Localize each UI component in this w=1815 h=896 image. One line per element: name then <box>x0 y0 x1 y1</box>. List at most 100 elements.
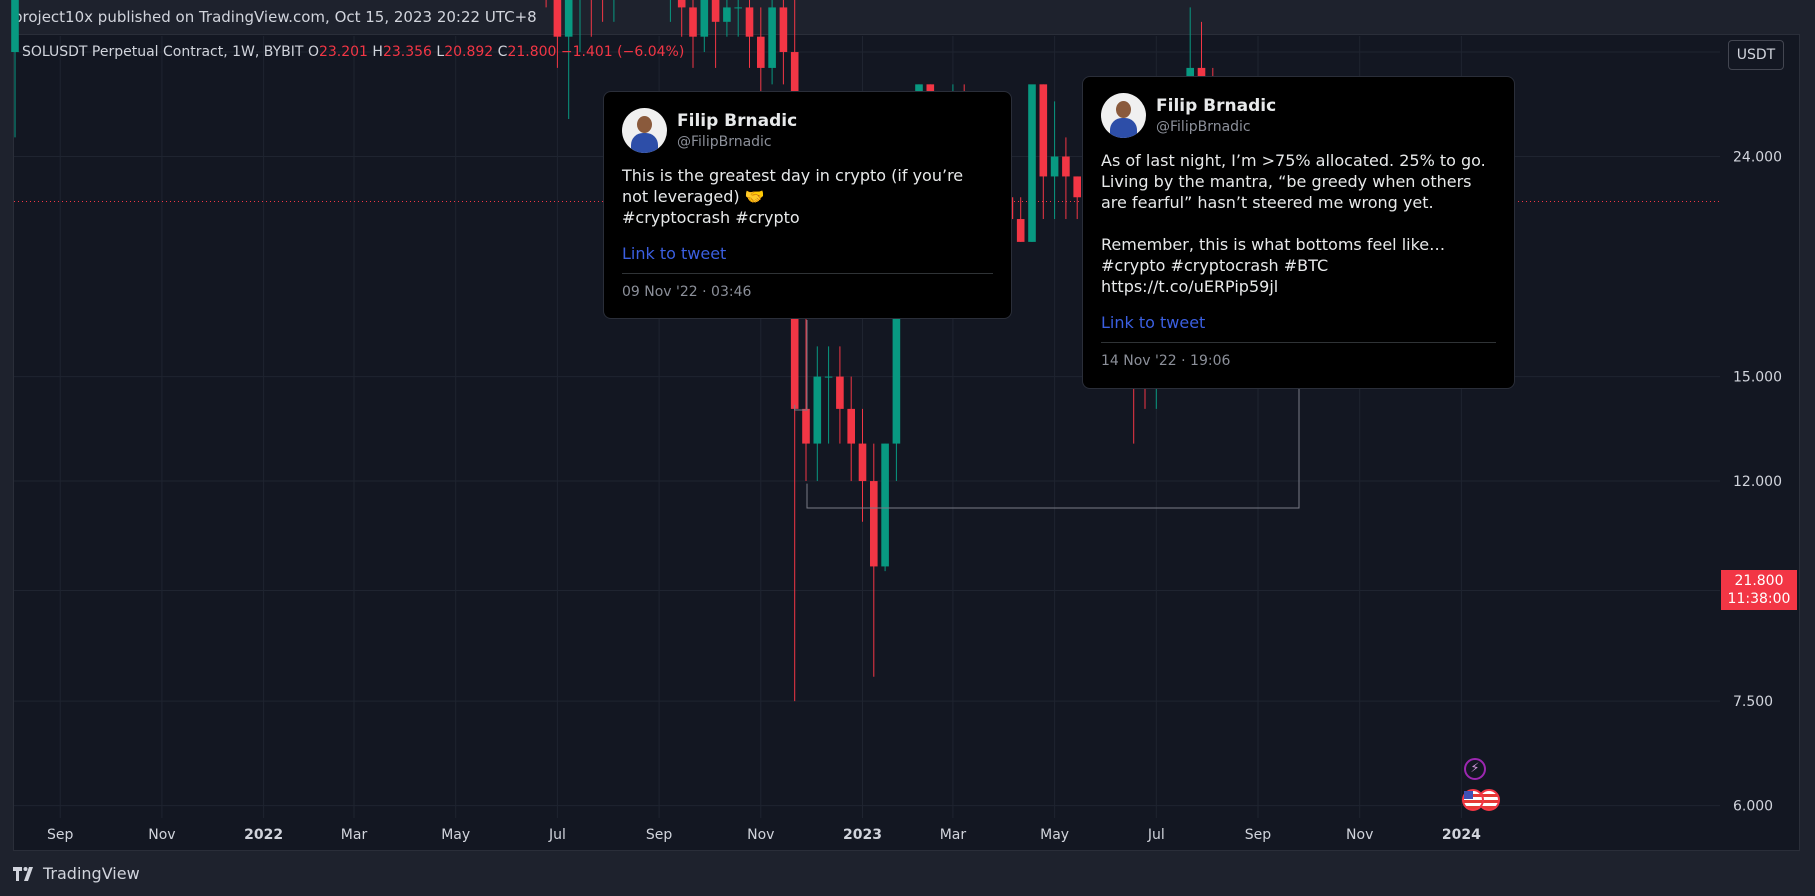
x-tick-label: Sep <box>646 827 673 843</box>
candle <box>1050 101 1059 220</box>
candle <box>881 443 889 572</box>
low-value: 20.892 <box>444 44 494 60</box>
tweet-text: This is the greatest day in crypto (if y… <box>622 166 964 227</box>
tweet-link[interactable]: Link to tweet <box>622 244 727 263</box>
x-tick-label: Jul <box>1147 827 1165 843</box>
tweet-text: As of last night, I’m >75% allocated. 25… <box>1101 151 1486 296</box>
us-flag-icon[interactable] <box>1462 789 1484 811</box>
y-tick-label: 15.000 <box>1733 370 1782 386</box>
x-tick-label: Sep <box>1245 827 1272 843</box>
avatar <box>622 108 667 153</box>
x-tick-label: Mar <box>940 827 967 843</box>
tradingview-logo-icon[interactable] <box>13 866 37 881</box>
candle-body <box>836 376 844 409</box>
close-value: 21.800 <box>507 44 557 60</box>
high-value: 23.356 <box>382 44 432 60</box>
y-tick-label: 7.500 <box>1733 694 1773 710</box>
candle-body <box>723 7 731 22</box>
tweet-date: 09 Nov '22 · 03:46 <box>622 284 752 300</box>
candle-body <box>858 443 867 482</box>
x-tick-label: 2023 <box>843 827 882 843</box>
tweet-author-name: Filip Brnadic <box>1156 96 1277 116</box>
x-tick-label: May <box>441 827 470 843</box>
x-tick-label: 2024 <box>1442 827 1481 843</box>
candle <box>858 408 867 522</box>
candle <box>689 0 697 68</box>
candle <box>757 7 765 102</box>
candle <box>602 0 604 22</box>
candle-body <box>564 0 573 37</box>
open-value: 23.201 <box>318 44 368 60</box>
divider <box>1101 342 1496 343</box>
candle <box>734 0 742 37</box>
candle-body <box>553 0 562 37</box>
candle-body <box>768 7 776 68</box>
y-tick-label: 12.000 <box>1733 474 1782 490</box>
candle <box>613 0 615 22</box>
tweet-card[interactable]: Filip Brnadic @FilipBrnadic This is the … <box>603 91 1012 319</box>
candle-body <box>870 481 878 567</box>
y-tick-label: 6.000 <box>1733 799 1773 815</box>
symbol-name[interactable]: SOLUSDT Perpetual Contract, 1W, BYBIT <box>22 44 304 60</box>
candle-body <box>881 443 889 567</box>
candle <box>1039 84 1048 220</box>
candle <box>669 0 671 22</box>
x-tick-label: Nov <box>148 827 175 843</box>
tweet-link[interactable]: Link to tweet <box>1101 313 1206 332</box>
time-axis[interactable]: Sep Nov 2022 Mar May Jul Sep Nov 2023 Mar May Jul Se… <box>47 827 1481 843</box>
price-axis[interactable]: 350.000270.000210.000170.000130.000100.0… <box>1733 0 1791 815</box>
x-tick-label: Mar <box>341 827 368 843</box>
candle-body <box>11 0 19 53</box>
change-value: −1.401 (−6.04%) <box>560 44 685 60</box>
x-tick-label: Sep <box>47 827 74 843</box>
candle <box>11 0 19 138</box>
candle-body <box>1073 176 1081 198</box>
candle <box>813 346 822 482</box>
tweet-author-name: Filip Brnadic <box>677 111 798 131</box>
candle <box>1016 197 1025 242</box>
candle-body <box>1016 219 1025 242</box>
last-price-value: 21.800 <box>1734 573 1784 589</box>
currency-button[interactable]: USDT <box>1728 40 1784 70</box>
footer: TradingView <box>13 864 140 883</box>
x-tick-label: May <box>1040 827 1069 843</box>
candle-body <box>1062 156 1070 177</box>
candle-body <box>689 7 697 37</box>
candle <box>590 0 592 37</box>
candle <box>677 0 686 37</box>
candle <box>700 0 709 53</box>
candle <box>870 443 878 677</box>
candle <box>723 0 731 37</box>
grid <box>14 36 1720 818</box>
candle <box>779 0 788 85</box>
open-label: O <box>307 44 319 60</box>
bar-countdown: 11:38:00 <box>1727 591 1791 607</box>
x-tick-label: Nov <box>747 827 774 843</box>
tweet-connector <box>794 320 808 411</box>
candle <box>545 0 547 8</box>
candle-body <box>745 7 754 37</box>
candle-body <box>1028 84 1036 242</box>
candle <box>579 0 581 53</box>
candle <box>1073 176 1081 220</box>
last-price-label: 21.800 11:38:00 <box>1721 570 1797 610</box>
candle <box>1028 84 1036 242</box>
symbol-legend: SOLUSDT Perpetual Contract, 1W, BYBIT O2… <box>22 44 684 60</box>
x-tick-label: Jul <box>548 827 566 843</box>
candle <box>847 376 855 482</box>
tweet-card[interactable]: Filip Brnadic @FilipBrnadic As of last n… <box>1082 76 1515 389</box>
candle <box>802 317 810 482</box>
candle <box>1062 137 1070 220</box>
candle-body <box>847 408 855 444</box>
candle-body <box>802 408 810 444</box>
tweet-connectors <box>794 320 1300 509</box>
candle <box>745 0 754 68</box>
brand-name[interactable]: TradingView <box>43 864 140 883</box>
tweet-author-handle: @FilipBrnadic <box>1156 119 1251 135</box>
tweet-connector <box>806 389 1300 509</box>
candle-body <box>779 7 788 53</box>
candle-body <box>757 36 765 68</box>
published-text: project10x published on TradingView.com,… <box>13 8 537 26</box>
low-label: L <box>436 44 445 60</box>
lightning-icon[interactable]: ⚡ <box>1464 758 1486 780</box>
